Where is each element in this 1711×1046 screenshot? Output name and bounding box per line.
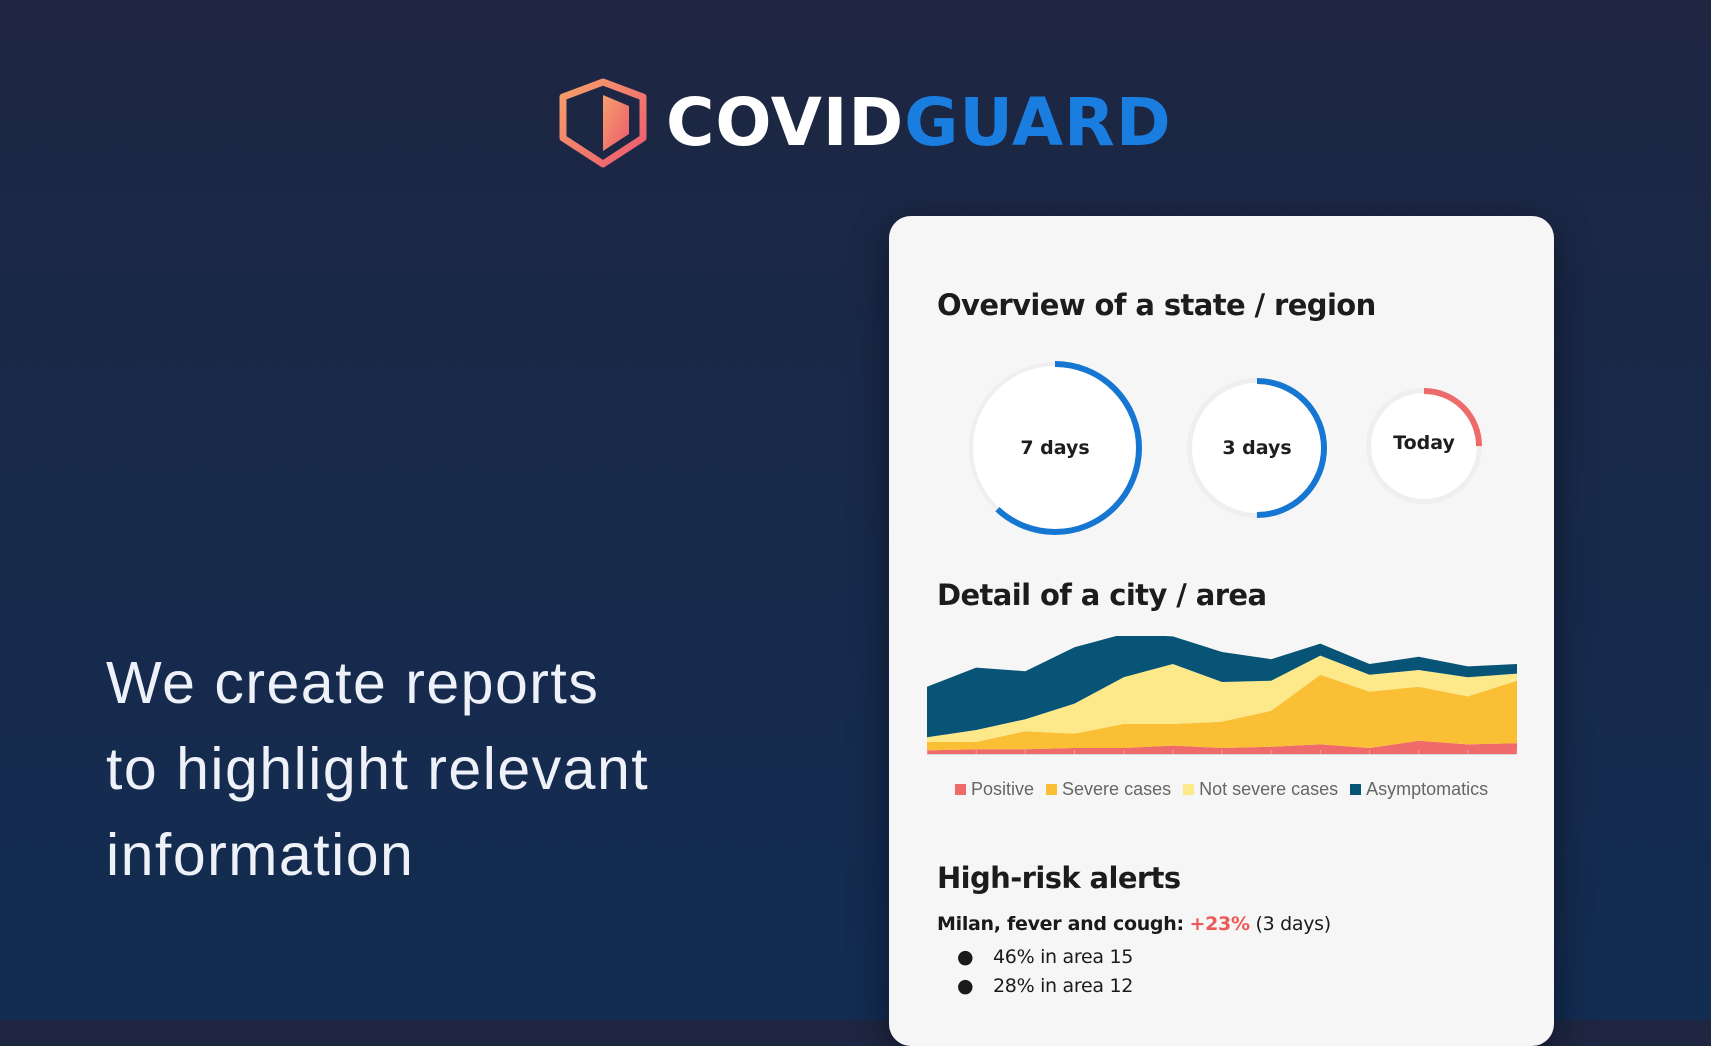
alert-bullet-list: ● 46% in area 15 ● 28% in area 12 [957, 943, 1133, 1001]
alert-period: (3 days) [1255, 913, 1331, 935]
legend-label-not-severe-cases: Not severe cases [1199, 779, 1339, 799]
legend-swatch-severe-cases [1046, 784, 1058, 795]
legend-swatch-asymptomatics [1350, 784, 1362, 795]
gauge-3-days-label: 3 days [1222, 437, 1292, 459]
gauge-today-label: Today [1393, 432, 1455, 454]
alert-headline: Milan, fever and cough: +23% (3 days) [937, 913, 1331, 935]
tagline-line-3: information [106, 822, 415, 888]
legend-item-asymptomatics: Asymptomatics [1350, 779, 1488, 800]
gauge-7-days-ring [968, 361, 1142, 535]
alert-location: Milan, fever and cough: [937, 913, 1184, 935]
legend-swatch-positive [955, 784, 966, 795]
gauge-7-days: 7 days [965, 358, 1145, 538]
gauge-today: Today [1364, 386, 1484, 506]
gauge-3-days: 3 days [1185, 376, 1329, 520]
legend-item-not-severe-cases: Not severe cases [1183, 779, 1338, 800]
tagline-line-2: to highlight relevant [106, 736, 650, 802]
tagline-line-1: We create reports [106, 650, 600, 716]
chart-legend: Positive Severe cases Not severe cases A… [955, 779, 1500, 800]
stacked-area-chart [927, 636, 1517, 755]
brand-name: COVIDGUARD [666, 90, 1172, 156]
overview-title: Overview of a state / region [937, 288, 1376, 322]
alert-bullet-item: ● 46% in area 15 [957, 943, 1133, 972]
gauge-7-days-label: 7 days [1020, 437, 1090, 459]
report-card: Overview of a state / region 7 days 3 da… [889, 216, 1554, 1046]
gauge-3-days-ring [1187, 378, 1327, 518]
area-series-asymptomatics [927, 636, 1517, 738]
detail-title: Detail of a city / area [937, 578, 1267, 612]
gauge-7-days-arc [968, 361, 1142, 535]
area-series-severe-cases [927, 674, 1517, 751]
legend-label-severe-cases: Severe cases [1062, 779, 1172, 799]
gauge-today-ring [1366, 388, 1482, 504]
bullet-dot-icon: ● [957, 975, 974, 997]
legend-label-positive: Positive [971, 779, 1035, 799]
legend-swatch-not-severe-cases [1183, 784, 1195, 795]
gauge-3-days-arc [1187, 378, 1327, 518]
legend-item-positive: Positive [955, 779, 1034, 800]
alert-bullet-text: 28% in area 12 [993, 975, 1134, 997]
tagline: We create reports to highlight relevant … [106, 640, 746, 898]
legend-item-severe-cases: Severe cases [1046, 779, 1171, 800]
brand-logo: COVIDGUARD [556, 78, 1172, 168]
area-series-not-severe-cases [927, 655, 1517, 742]
shield-icon [559, 78, 647, 168]
alert-bullet-item: ● 28% in area 12 [957, 972, 1133, 1001]
alert-percentage: +23% [1189, 913, 1251, 935]
gauge-today-arc [1366, 388, 1482, 504]
bullet-dot-icon: ● [957, 946, 974, 968]
legend-label-asymptomatics: Asymptomatics [1366, 779, 1489, 799]
brand-name-part1: COVID [666, 84, 905, 161]
brand-name-part2: GUARD [904, 84, 1172, 161]
area-series-positive [927, 740, 1517, 754]
alerts-title: High-risk alerts [937, 861, 1181, 895]
alert-bullet-text: 46% in area 15 [993, 946, 1134, 968]
